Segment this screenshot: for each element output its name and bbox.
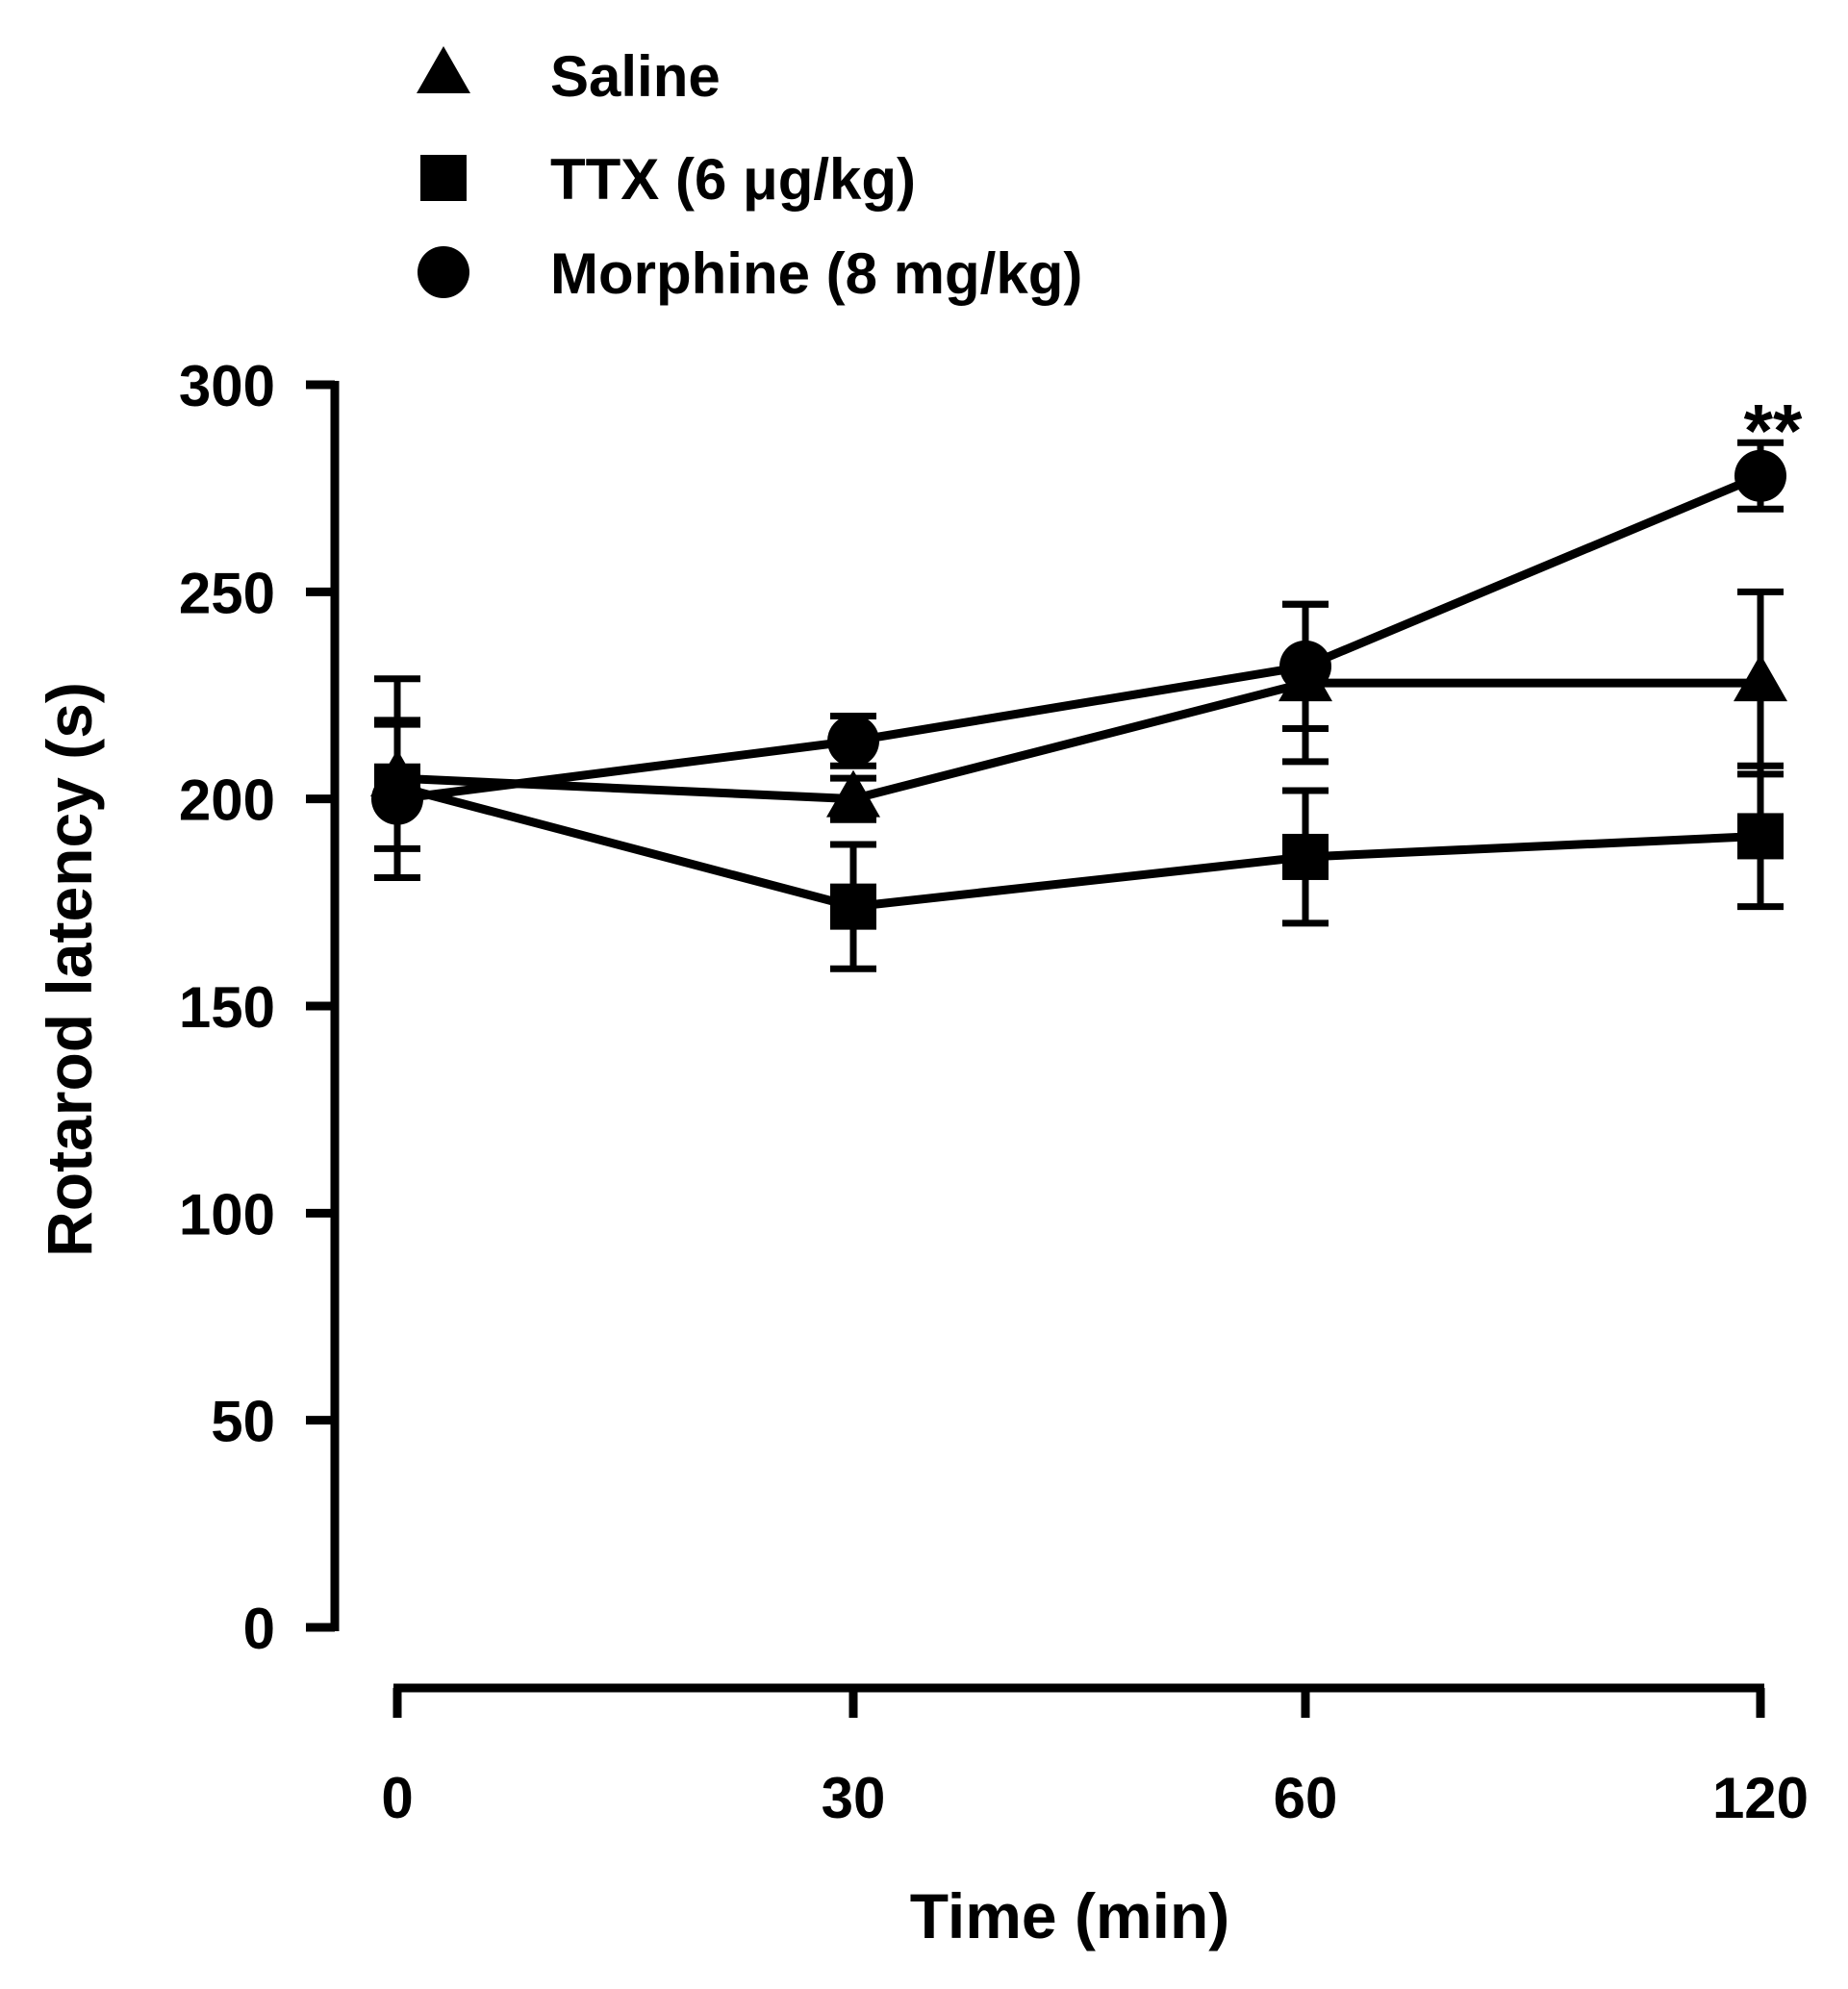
significance-annotation: ** [1744, 388, 1803, 472]
legend-triangle-icon [417, 46, 470, 93]
y-axis-label: Rotarod latency (s) [34, 682, 105, 1257]
series-line [396, 471, 1762, 804]
data-point-circle [1734, 449, 1786, 502]
legend-label: Morphine (8 mg/kg) [550, 241, 1082, 306]
x-tick-label: 30 [822, 1766, 886, 1830]
y-tick-label: 200 [179, 768, 275, 833]
data-point-triangle [826, 769, 880, 818]
legend-square-icon [420, 155, 467, 201]
legend-item-circle: Morphine (8 mg/kg) [418, 241, 1082, 306]
y-tick-label: 150 [179, 975, 275, 1040]
series-layer: ** [370, 388, 1803, 972]
x-axis-label: Time (min) [910, 1880, 1229, 1951]
data-point-circle [371, 772, 423, 825]
data-point-square [1737, 813, 1784, 860]
series-line [396, 678, 1760, 804]
data-point-square [830, 883, 876, 930]
legend-circle-icon [418, 246, 469, 298]
y-tick-label: 100 [179, 1182, 275, 1246]
series-line [395, 782, 1761, 912]
legend-item-square: TTX (6 μg/kg) [420, 147, 916, 212]
y-tick-label: 50 [211, 1390, 275, 1454]
series-square [374, 720, 1784, 972]
data-point-triangle [1734, 654, 1787, 702]
legend: Saline TTX (6 μg/kg) Morphine (8 mg/kg) [417, 44, 1082, 306]
data-point-square [1282, 833, 1329, 880]
x-tick-label: 120 [1712, 1766, 1809, 1830]
legend-item-triangle: Saline [417, 44, 721, 109]
x-tick-label: 0 [381, 1766, 413, 1830]
data-point-circle [1279, 640, 1331, 692]
data-point-circle [827, 715, 879, 768]
legend-label: TTX (6 μg/kg) [550, 147, 916, 212]
series-circle [371, 439, 1786, 881]
x-axis: 0 30 60 120 [381, 1683, 1809, 1830]
legend-label: Saline [550, 44, 721, 109]
y-tick-label: 250 [179, 561, 275, 625]
y-tick-label: 300 [179, 354, 275, 418]
y-axis: 0 50 100 150 200 250 300 [179, 354, 340, 1661]
x-tick-label: 60 [1274, 1766, 1338, 1830]
y-tick-label: 0 [243, 1597, 275, 1661]
